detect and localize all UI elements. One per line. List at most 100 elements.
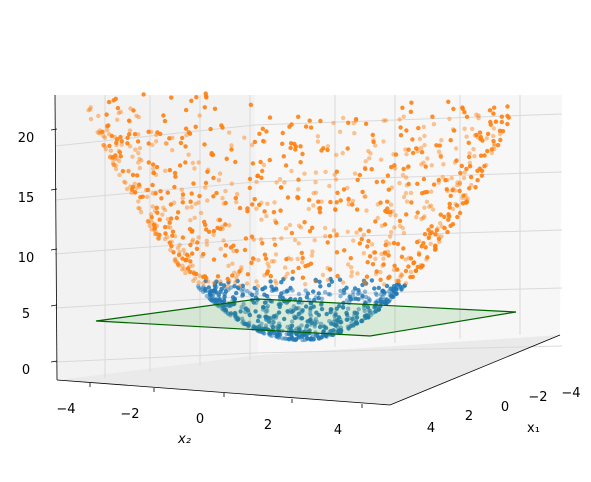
scatter-point-inside — [336, 319, 341, 324]
scatter-point-above — [260, 126, 265, 131]
scatter-point-above — [370, 262, 376, 267]
scatter-point-above — [430, 207, 436, 212]
scatter-point-above — [451, 128, 457, 133]
scatter-point-above — [505, 113, 510, 119]
scatter-point-above — [196, 280, 201, 285]
scatter-point-above — [308, 125, 314, 130]
scatter-point-inside — [289, 319, 295, 324]
scatter-point-above — [157, 232, 162, 238]
scatter-point-above — [137, 156, 142, 162]
scatter-point-inside — [391, 287, 396, 293]
scatter-point-above — [460, 201, 466, 206]
scatter-point-above — [406, 147, 411, 152]
scatter-point-above — [180, 235, 186, 240]
scatter-point-above — [411, 261, 416, 266]
scatter-point-above — [415, 146, 420, 151]
scatter-point-inside — [311, 289, 316, 294]
scatter-point-above — [447, 116, 452, 122]
scatter-point-above — [194, 95, 199, 100]
scatter-point-above — [421, 176, 427, 182]
scatter-point-inside — [226, 280, 231, 285]
scatter-point-above — [403, 257, 408, 262]
scatter-point-inside — [244, 288, 250, 294]
scatter-point-above — [381, 118, 386, 123]
scatter-point-inside — [232, 296, 238, 302]
scatter-point-above — [250, 161, 256, 166]
scatter-point-above — [267, 157, 272, 163]
scatter-point-above — [440, 174, 445, 180]
scatter-point-above — [296, 265, 301, 271]
scatter-point-inside — [360, 282, 365, 288]
scatter-point-above — [284, 257, 289, 262]
scatter-point-above — [375, 215, 380, 221]
scatter-point-inside — [234, 290, 239, 296]
scatter-point-above — [392, 263, 397, 268]
scatter-point-above — [466, 140, 471, 145]
scatter-point-above — [230, 261, 235, 266]
scatter-point-above — [299, 250, 304, 256]
scatter-point-above — [205, 169, 210, 174]
scatter-point-above — [249, 260, 254, 265]
scatter-point-above — [295, 256, 300, 262]
scatter-point-above — [214, 190, 219, 196]
scatter-point-above — [327, 234, 333, 239]
scatter-point-above — [274, 281, 279, 286]
scatter-point-above — [493, 119, 499, 124]
scatter-point-above — [381, 256, 386, 261]
scatter-point-above — [130, 172, 136, 178]
scatter-point-above — [105, 124, 110, 129]
scatter-point-above — [96, 113, 101, 119]
scatter-point-above — [438, 154, 444, 159]
scatter-point-above — [351, 121, 356, 126]
scatter-point-above — [431, 182, 437, 187]
scatter-point-above — [177, 250, 182, 255]
scatter-point-above — [117, 172, 122, 178]
scatter-point-above — [458, 170, 463, 176]
scatter-point-inside — [329, 307, 334, 312]
scatter-point-above — [188, 269, 193, 275]
scatter-point-above — [125, 135, 130, 140]
scatter-point-above — [419, 263, 425, 269]
scatter-point-inside — [244, 306, 249, 311]
scatter-point-above — [129, 190, 134, 195]
scatter-point-above — [136, 182, 142, 187]
scatter-point-above — [170, 229, 176, 234]
scatter-point-above — [109, 133, 115, 139]
scatter-point-above — [415, 264, 420, 270]
scatter-point-above — [245, 272, 251, 277]
scatter-point-inside — [302, 337, 308, 343]
scatter-point-above — [243, 236, 249, 241]
scatter-point-above — [346, 202, 351, 207]
scatter-point-above — [323, 169, 328, 175]
scatter-point-above — [154, 223, 160, 228]
scatter-point-above — [248, 102, 254, 108]
scatter-point-above — [193, 124, 198, 129]
scatter-point-above — [409, 100, 414, 105]
scatter-point-above — [140, 194, 145, 199]
scatter-point-above — [442, 225, 447, 231]
scatter-point-inside — [361, 306, 367, 311]
scatter-point-above — [194, 246, 200, 251]
scatter-point-inside — [263, 299, 269, 305]
scatter-point-above — [395, 241, 401, 247]
scatter-point-above — [450, 127, 456, 132]
scatter-point-above — [184, 257, 189, 262]
scatter-point-above — [155, 231, 160, 237]
scatter-point-above — [404, 152, 409, 157]
scatter-point-above — [165, 224, 171, 230]
scatter-point-above — [102, 144, 108, 149]
scatter-point-above — [385, 173, 391, 178]
scatter-point-above — [176, 262, 181, 268]
scatter-point-above — [378, 277, 383, 282]
scatter-point-inside — [289, 332, 294, 337]
scatter-point-above — [400, 105, 405, 111]
scatter-point-above — [158, 189, 163, 194]
scatter-point-above — [404, 199, 410, 204]
scatter-point-inside — [287, 337, 292, 342]
scatter-point-above — [367, 254, 373, 259]
scatter-point-above — [249, 234, 255, 239]
scatter-point-above — [122, 179, 127, 184]
scatter-point-above — [153, 172, 159, 177]
scatter-point-inside — [340, 305, 346, 310]
scatter-point-above — [177, 163, 183, 168]
